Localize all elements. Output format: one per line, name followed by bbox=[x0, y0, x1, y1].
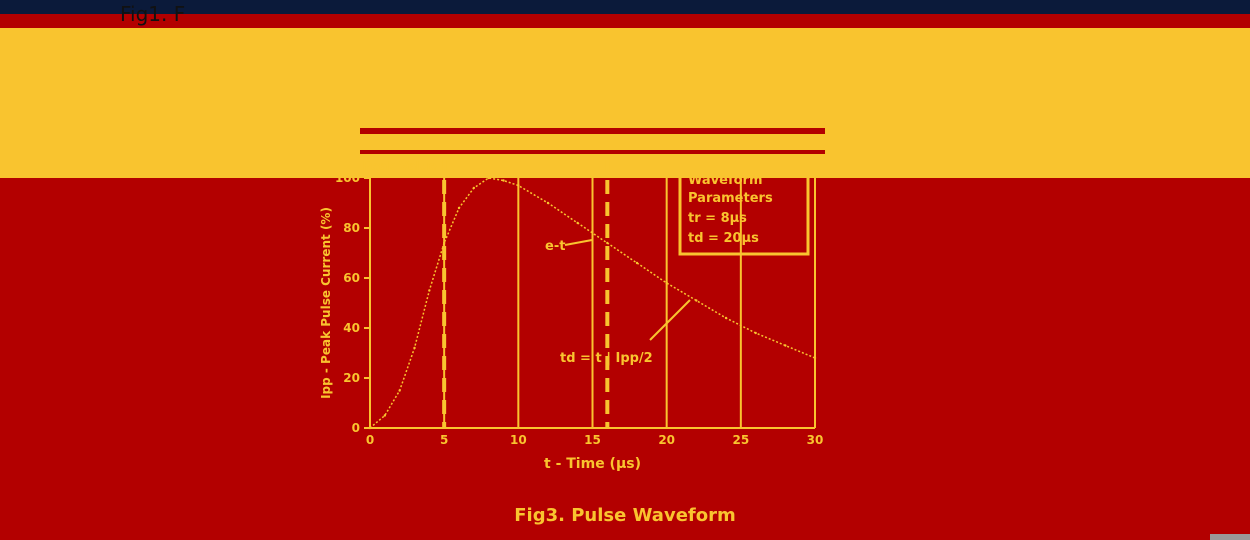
legend-box bbox=[678, 166, 810, 256]
x-tick-label: 25 bbox=[732, 433, 749, 447]
data-point bbox=[428, 289, 431, 292]
data-point bbox=[398, 389, 401, 392]
peak-label: Peak Value bbox=[362, 159, 437, 173]
td-annotation: td = t | Ipp/2 bbox=[560, 351, 653, 366]
corner-tab bbox=[1210, 534, 1250, 540]
legend-entry: tr = 8µs bbox=[688, 211, 747, 226]
data-point bbox=[724, 316, 728, 320]
x-tick-label: 5 bbox=[440, 433, 448, 447]
data-point bbox=[383, 414, 387, 417]
data-point bbox=[413, 346, 416, 350]
data-point bbox=[472, 186, 476, 190]
data-point bbox=[813, 356, 817, 360]
decay-pointer bbox=[564, 239, 593, 246]
annotations: td = t | Ipp/2 e-t bbox=[545, 239, 691, 366]
axes: Peak Value 0 5 10 15 20 25 30 0 20 40 60 80 100 t - Ti… bbox=[319, 128, 825, 472]
frame-top-bar bbox=[360, 128, 825, 134]
x-tick-label: 15 bbox=[584, 433, 601, 447]
x-tick-label: 30 bbox=[807, 433, 824, 447]
y-tick-label: 40 bbox=[343, 321, 360, 335]
y-tick-label: 60 bbox=[343, 271, 360, 285]
fig1-title: Fig1. F bbox=[120, 2, 186, 26]
legend-title: Waveform bbox=[688, 173, 762, 188]
data-point bbox=[502, 179, 505, 182]
figure-caption: Fig3. Pulse Waveform bbox=[514, 505, 736, 526]
data-point bbox=[784, 344, 787, 347]
grid bbox=[364, 158, 816, 429]
legend-subtitle: Parameters bbox=[688, 191, 773, 206]
y-tick-label: 100 bbox=[335, 171, 360, 185]
top-banner bbox=[0, 0, 1250, 14]
series-line bbox=[369, 177, 816, 429]
data-point bbox=[368, 426, 372, 430]
x-axis-label: t - Time (µs) bbox=[544, 456, 641, 472]
data-point bbox=[695, 299, 698, 302]
data-point bbox=[754, 331, 757, 335]
x-tick-label: 0 bbox=[366, 433, 374, 447]
td-pointer bbox=[649, 299, 691, 341]
legend-entry: td = 20µs bbox=[688, 231, 759, 246]
data-point bbox=[546, 201, 550, 205]
data-point bbox=[457, 206, 461, 210]
legend: Waveform Parameters tr = 8µs td = 20µs bbox=[678, 166, 810, 256]
data-point bbox=[665, 281, 668, 285]
y-tick-label: 0 bbox=[352, 421, 360, 435]
frame-mid-bar bbox=[360, 150, 825, 154]
data-point bbox=[442, 241, 446, 245]
data-point bbox=[576, 221, 579, 225]
x-tick-label: 10 bbox=[510, 433, 527, 447]
data-point bbox=[517, 184, 520, 187]
series bbox=[368, 176, 817, 430]
data-point bbox=[635, 261, 639, 265]
y-tick-label: 20 bbox=[343, 371, 360, 385]
decay-annotation: e-t bbox=[545, 239, 565, 254]
x-tick-label: 20 bbox=[658, 433, 675, 447]
y-tick-label: 80 bbox=[343, 221, 360, 235]
data-point bbox=[606, 241, 609, 245]
y-axis-label: Ipp - Peak Pulse Current (%) bbox=[319, 207, 333, 399]
data-point bbox=[487, 176, 490, 180]
